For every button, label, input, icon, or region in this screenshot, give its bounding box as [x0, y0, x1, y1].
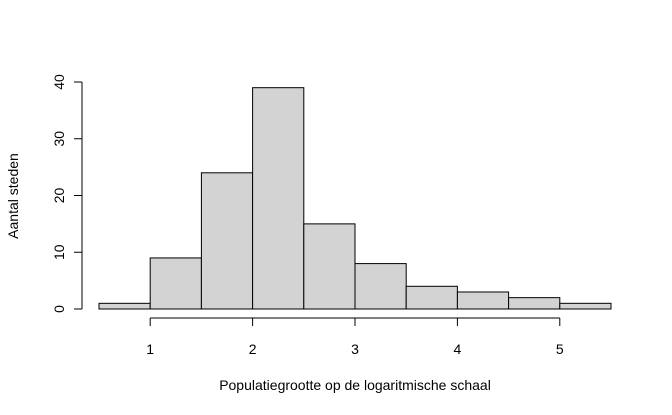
x-axis-ticks: 1 2 3 4 5	[146, 318, 564, 357]
y-tick-label: 10	[51, 244, 67, 260]
x-tick-label: 1	[146, 341, 154, 357]
x-tick-label: 4	[454, 341, 462, 357]
x-tick-label: 2	[249, 341, 257, 357]
y-tick-label: 20	[51, 188, 67, 204]
histogram-bar	[508, 297, 561, 310]
histogram-bar	[98, 302, 151, 310]
histogram-bar	[200, 172, 254, 310]
y-tick-label: 0	[51, 305, 67, 313]
y-tick-label: 30	[51, 131, 67, 147]
y-axis: 0 10 20 30 40	[51, 74, 83, 313]
y-axis-title: Aantal steden	[5, 153, 21, 239]
y-axis-ticks: 0 10 20 30 40	[51, 74, 82, 313]
histogram-bar	[456, 291, 510, 310]
histogram-bar	[252, 87, 305, 310]
histogram-bar	[405, 285, 458, 310]
y-tick-label: 40	[51, 74, 67, 90]
x-axis-title: Populatiegrootte op de logaritmische sch…	[219, 377, 491, 393]
histogram-bar	[354, 263, 407, 310]
x-tick-label: 5	[556, 341, 564, 357]
x-axis: 1 2 3 4 5	[146, 317, 564, 357]
histogram-bar	[149, 257, 202, 310]
histogram-bar	[559, 302, 612, 310]
x-tick-label: 3	[351, 341, 359, 357]
histogram-bar	[303, 223, 356, 310]
histogram-bars	[98, 87, 612, 310]
